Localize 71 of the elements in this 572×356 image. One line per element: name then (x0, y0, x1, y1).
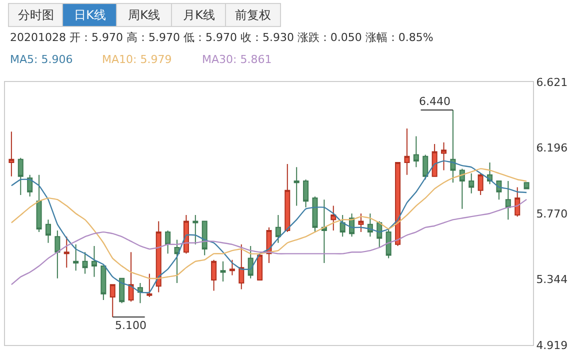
candlestick (248, 245, 254, 279)
candlestick (100, 266, 106, 301)
candlestick (496, 180, 502, 200)
candlestick (303, 179, 309, 208)
text: 日K线 (74, 8, 106, 22)
candlestick (340, 214, 346, 238)
candlestick (468, 172, 474, 194)
y-tick-label: 6.196 (536, 142, 568, 155)
line-series (10, 160, 528, 294)
candlestick (505, 180, 511, 220)
candlestick (119, 278, 125, 304)
candlestick (192, 214, 198, 245)
candlestick (275, 214, 281, 244)
candlestick (211, 259, 217, 292)
candlestick (146, 273, 152, 298)
candlestick (524, 182, 530, 190)
candlestick (238, 244, 244, 290)
candlestick (459, 168, 465, 210)
candlestick (165, 230, 171, 254)
candlestick (441, 142, 447, 171)
candlestick (413, 136, 419, 168)
text: 20201028 开：5.970 高：5.970 低：5.970 收：5.930 涨跌：0.050 涨幅：0.85% (10, 31, 434, 44)
candlestick (45, 219, 51, 244)
text: 前复权 (235, 8, 271, 22)
candlestick (478, 172, 484, 196)
candlestick (294, 166, 300, 206)
line-series (10, 198, 528, 286)
candlestick (73, 244, 79, 272)
candlestick (321, 199, 327, 264)
candlestick (386, 228, 392, 259)
text: 周K线 (128, 8, 160, 22)
y-tick-label: 4.919 (536, 338, 568, 352)
candlestick (64, 236, 70, 268)
y-tick-label: 5.344 (536, 273, 568, 286)
candlestick (36, 174, 42, 233)
candlestick (422, 154, 428, 180)
candlestick (156, 220, 162, 293)
candlestick (404, 128, 410, 176)
text: 月K线 (183, 8, 215, 22)
text: MA5: 5.906 (10, 53, 73, 66)
candlestick (395, 162, 401, 246)
y-tick-label: 5.770 (536, 207, 568, 220)
candlestick (330, 205, 336, 231)
text: MA10: 5.979 (102, 53, 172, 66)
line-series (10, 168, 528, 280)
candlestick (110, 284, 116, 318)
candlestick (128, 252, 134, 302)
candlestick (174, 239, 180, 284)
candlestick (27, 174, 33, 197)
candlestick (358, 213, 364, 233)
candlestick (229, 259, 235, 276)
candlestick (514, 186, 520, 218)
candlestick (91, 245, 97, 278)
text: 分时图 (18, 8, 54, 22)
candlestick (312, 196, 318, 233)
candlestick (257, 253, 263, 280)
candlestick (137, 282, 143, 304)
candlestick (54, 230, 60, 279)
candlestick (284, 164, 290, 233)
candlestick (183, 214, 189, 254)
candlestick (82, 252, 88, 274)
candlestick (450, 109, 456, 184)
candlestick (220, 260, 226, 282)
text: MA30: 5.861 (202, 53, 272, 66)
candlestick (432, 143, 438, 177)
y-tick-label: 6.621 (536, 76, 568, 89)
candlestick (8, 131, 14, 177)
candlestick (18, 157, 24, 196)
candlestick (202, 220, 208, 256)
annotation: 6.440 (419, 95, 450, 108)
annotation: 5.100 (115, 319, 146, 332)
